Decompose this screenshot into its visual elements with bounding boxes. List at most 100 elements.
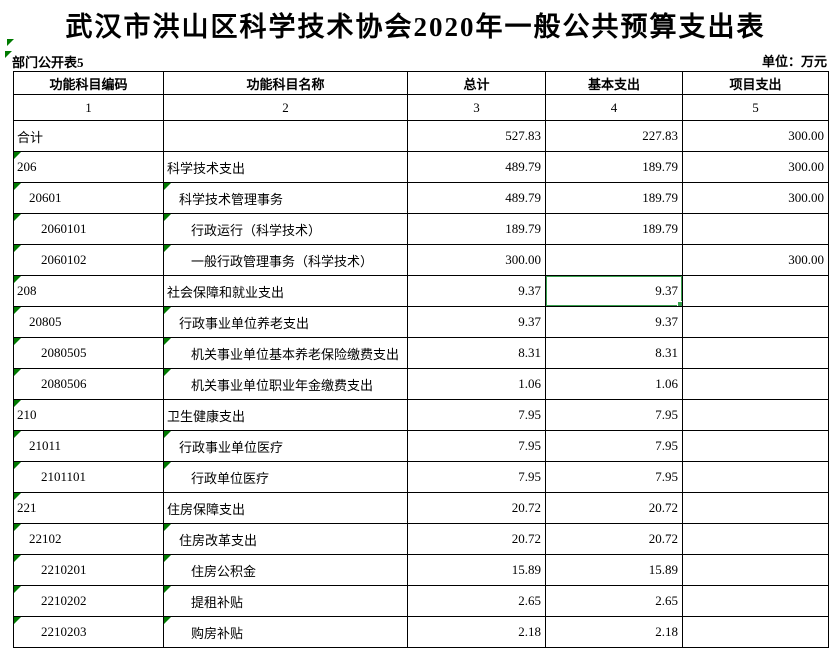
cell-code[interactable]: 221	[13, 492, 164, 524]
cell-basic[interactable]: 1.06	[545, 368, 683, 400]
cell-name[interactable]: 卫生健康支出	[163, 399, 408, 431]
cell-total[interactable]: 9.37	[407, 275, 546, 307]
cell-project[interactable]: 300.00	[682, 120, 829, 152]
cell-basic[interactable]: 2.65	[545, 585, 683, 617]
cell-name[interactable]: 一般行政管理事务（科学技术）	[163, 244, 408, 276]
cell-name[interactable]: 机关事业单位职业年金缴费支出	[163, 368, 408, 400]
column-number[interactable]: 3	[407, 94, 546, 121]
cell-name[interactable]: 行政事业单位养老支出	[163, 306, 408, 338]
column-header-total[interactable]: 总计	[407, 71, 546, 95]
cell-total[interactable]: 8.31	[407, 337, 546, 369]
column-header-project[interactable]: 项目支出	[682, 71, 829, 95]
cell-name[interactable]	[163, 120, 408, 152]
cell-total[interactable]: 489.79	[407, 151, 546, 183]
cell-total[interactable]: 20.72	[407, 523, 546, 555]
cell-project[interactable]	[682, 523, 829, 555]
cell-project[interactable]	[682, 337, 829, 369]
cell-name[interactable]: 科学技术管理事务	[163, 182, 408, 214]
cell-basic[interactable]: 9.37	[545, 306, 683, 338]
cell-code[interactable]: 2210203	[13, 616, 164, 648]
cell-code[interactable]: 20805	[13, 306, 164, 338]
table-row: 22102 住房改革支出 20.72 20.72	[13, 523, 829, 555]
column-number[interactable]: 4	[545, 94, 683, 121]
cell-basic[interactable]: 7.95	[545, 399, 683, 431]
cell-name[interactable]: 购房补贴	[163, 616, 408, 648]
cell-name[interactable]: 机关事业单位基本养老保险缴费支出	[163, 337, 408, 369]
cell-code[interactable]: 2080505	[13, 337, 164, 369]
column-header-name[interactable]: 功能科目名称	[163, 71, 408, 95]
cell-name[interactable]: 社会保障和就业支出	[163, 275, 408, 307]
selected-cell[interactable]: 9.37	[545, 275, 683, 307]
cell-total[interactable]: 7.95	[407, 430, 546, 462]
cell-code[interactable]: 208	[13, 275, 164, 307]
cell-project[interactable]: 300.00	[682, 182, 829, 214]
cell-project[interactable]	[682, 616, 829, 648]
cell-basic[interactable]: 20.72	[545, 492, 683, 524]
cell-total[interactable]: 1.06	[407, 368, 546, 400]
cell-name[interactable]: 行政事业单位医疗	[163, 430, 408, 462]
cell-code[interactable]: 2080506	[13, 368, 164, 400]
code-text: 2060102	[41, 252, 87, 267]
cell-basic[interactable]: 7.95	[545, 461, 683, 493]
cell-name[interactable]: 住房改革支出	[163, 523, 408, 555]
cell-basic[interactable]: 189.79	[545, 213, 683, 245]
cell-basic[interactable]	[545, 244, 683, 276]
cell-project[interactable]	[682, 554, 829, 586]
cell-total[interactable]: 15.89	[407, 554, 546, 586]
cell-total[interactable]: 9.37	[407, 306, 546, 338]
cell-basic[interactable]: 20.72	[545, 523, 683, 555]
column-header-code[interactable]: 功能科目编码	[13, 71, 164, 95]
cell-code[interactable]: 20601	[13, 182, 164, 214]
cell-total[interactable]: 300.00	[407, 244, 546, 276]
cell-project[interactable]	[682, 492, 829, 524]
fill-handle[interactable]	[677, 301, 682, 306]
cell-project[interactable]	[682, 275, 829, 307]
cell-total[interactable]: 527.83	[407, 120, 546, 152]
cell-code[interactable]: 2101101	[13, 461, 164, 493]
cell-code[interactable]: 2060102	[13, 244, 164, 276]
cell-name[interactable]: 住房保障支出	[163, 492, 408, 524]
column-header-basic[interactable]: 基本支出	[545, 71, 683, 95]
cell-project[interactable]	[682, 306, 829, 338]
cell-basic[interactable]: 189.79	[545, 182, 683, 214]
cell-basic[interactable]: 15.89	[545, 554, 683, 586]
cell-basic[interactable]: 227.83	[545, 120, 683, 152]
cell-project[interactable]	[682, 368, 829, 400]
cell-total[interactable]: 489.79	[407, 182, 546, 214]
cell-code[interactable]: 合计	[13, 120, 164, 152]
cell-basic[interactable]: 8.31	[545, 337, 683, 369]
cell-basic[interactable]: 189.79	[545, 151, 683, 183]
cell-total[interactable]: 20.72	[407, 492, 546, 524]
cell-project[interactable]	[682, 399, 829, 431]
cell-name[interactable]: 行政运行（科学技术）	[163, 213, 408, 245]
code-text: 2080506	[41, 376, 87, 391]
cell-basic[interactable]: 2.18	[545, 616, 683, 648]
column-number[interactable]: 5	[682, 94, 829, 121]
cell-name[interactable]: 提租补贴	[163, 585, 408, 617]
cell-name[interactable]: 行政单位医疗	[163, 461, 408, 493]
cell-project[interactable]: 300.00	[682, 244, 829, 276]
cell-code[interactable]: 210	[13, 399, 164, 431]
column-number[interactable]: 1	[13, 94, 164, 121]
cell-code[interactable]: 21011	[13, 430, 164, 462]
cell-code[interactable]: 2210201	[13, 554, 164, 586]
cell-project[interactable]	[682, 585, 829, 617]
cell-total[interactable]: 7.95	[407, 399, 546, 431]
column-number[interactable]: 2	[163, 94, 408, 121]
cell-code[interactable]: 2060101	[13, 213, 164, 245]
cell-name[interactable]: 科学技术支出	[163, 151, 408, 183]
cell-project[interactable]	[682, 213, 829, 245]
cell-code[interactable]: 2210202	[13, 585, 164, 617]
cell-project[interactable]	[682, 461, 829, 493]
cell-code[interactable]: 206	[13, 151, 164, 183]
cell-total[interactable]: 7.95	[407, 461, 546, 493]
cell-total[interactable]: 189.79	[407, 213, 546, 245]
cell-project[interactable]	[682, 430, 829, 462]
cell-project[interactable]: 300.00	[682, 151, 829, 183]
cell-total[interactable]: 2.65	[407, 585, 546, 617]
cell-name[interactable]: 住房公积金	[163, 554, 408, 586]
cell-basic[interactable]: 7.95	[545, 430, 683, 462]
code-text: 2210202	[41, 593, 87, 608]
cell-total[interactable]: 2.18	[407, 616, 546, 648]
cell-code[interactable]: 22102	[13, 523, 164, 555]
